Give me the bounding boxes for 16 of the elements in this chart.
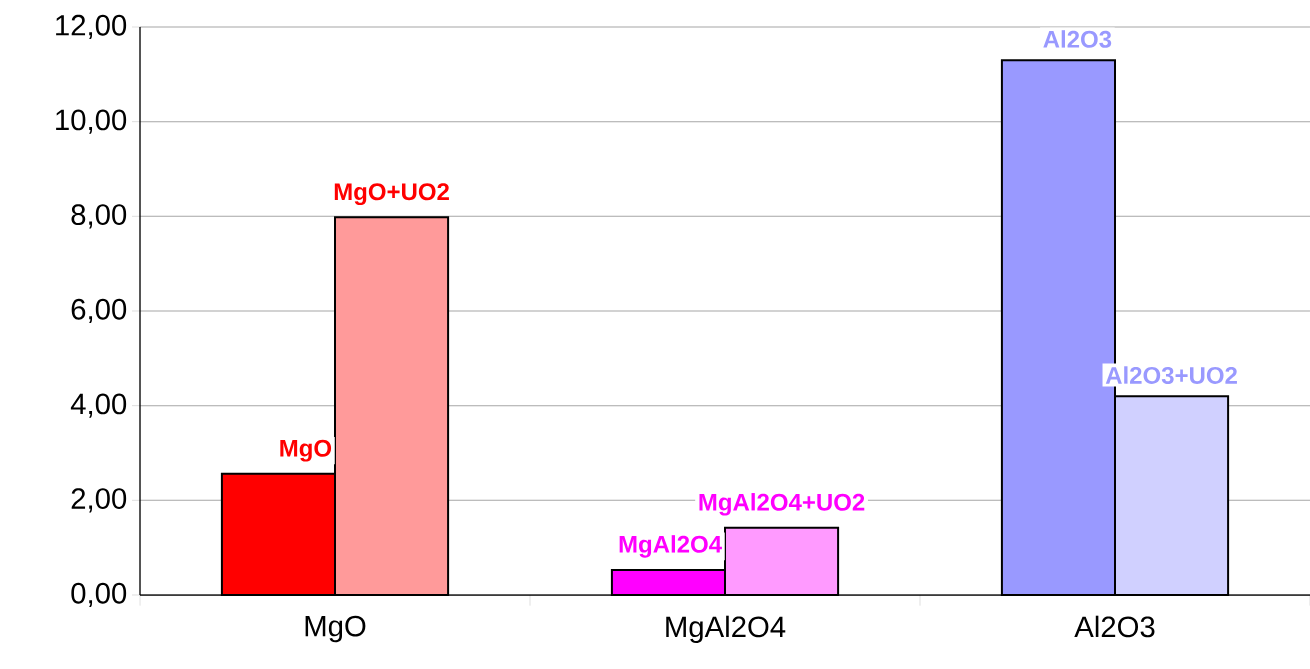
data-label: Al2O3	[1043, 30, 1112, 48]
data-label: MgO+UO2	[334, 183, 449, 206]
data-label: MgO	[280, 439, 332, 462]
y-tick-label: 8,00	[71, 204, 127, 229]
x-tick-label: MgAl2O4	[666, 615, 786, 644]
y-tick-label: 2,00	[71, 488, 127, 513]
data-label: MgAl2O4	[619, 535, 722, 558]
y-tick-label: 10,00	[56, 109, 127, 134]
y-tick-label: 12,00	[56, 14, 127, 40]
data-label: MgAl2O4+UO2	[699, 493, 865, 516]
y-tick-label: 6,00	[71, 298, 127, 324]
x-tick-label: MgO	[305, 615, 366, 643]
data-label: Al2O3+UO2	[1105, 366, 1237, 384]
y-tick-label: 0,00	[71, 582, 127, 608]
y-tick-label: 4,00	[70, 393, 127, 418]
x-tick-label: Al2O3	[1074, 615, 1155, 638]
